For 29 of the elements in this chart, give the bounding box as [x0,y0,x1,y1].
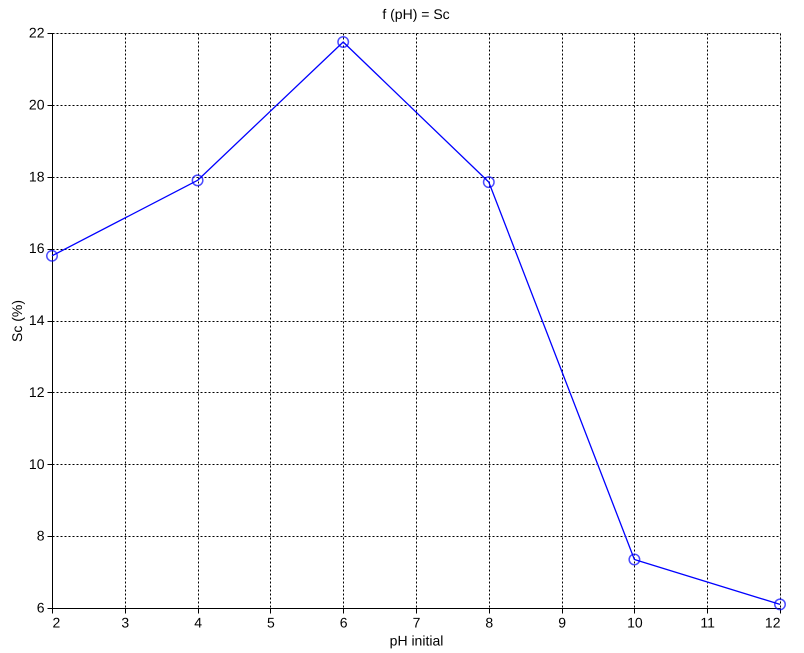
y-tick-label: 10 [28,456,45,472]
chart-title: f (pH) = Sc [382,6,450,22]
point [774,598,786,610]
x-tick-label: 10 [627,614,643,630]
x-tick-label: 2 [52,614,60,630]
y-tick-label: 16 [28,240,45,256]
x-tick-label: 6 [340,614,348,630]
x-tick-label: 3 [121,614,130,630]
x-tick-label: 4 [194,614,202,630]
y-tick-label: 20 [28,96,45,112]
x-tick-label: 9 [558,614,566,630]
point [482,176,495,188]
x-tick-label: 12 [764,614,781,630]
y-axis-title: Sc (%) [8,300,25,342]
y-tick-label: 18 [28,168,45,184]
point [337,36,350,48]
point [628,554,640,566]
x-tick-label: 11 [700,614,716,630]
point [46,250,58,262]
y-tick-label: 14 [28,312,45,328]
y-tick-label: 12 [28,384,45,400]
y-tick-label: 8 [36,528,45,544]
x-tick-label: 5 [267,614,275,630]
x-tick-label: 7 [412,614,421,630]
x-axis-title: pH initial [390,632,444,648]
y-tick-label: 22 [28,24,45,40]
y-tick-label: 6 [36,600,45,616]
x-tick-label: 8 [485,614,494,630]
point [192,174,204,186]
